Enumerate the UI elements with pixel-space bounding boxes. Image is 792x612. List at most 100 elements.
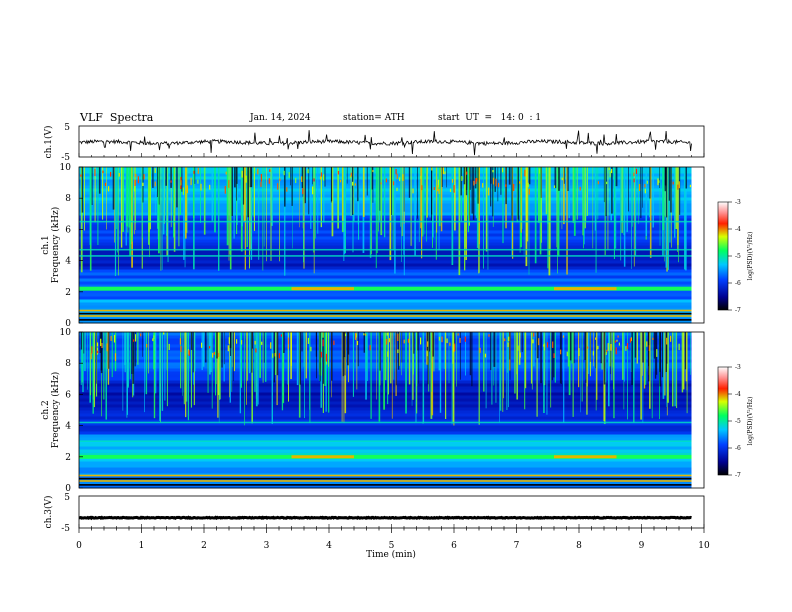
sferic-streak	[117, 167, 119, 253]
sferic-streak	[573, 167, 576, 236]
speckle	[270, 342, 272, 349]
colorbar-tick-label: -7	[735, 307, 741, 314]
sferic-streak	[153, 332, 156, 419]
sferic-streak	[132, 167, 133, 242]
sferic-streak	[667, 332, 669, 403]
highlight-segment	[291, 455, 354, 459]
sferic-streak	[550, 332, 552, 408]
sferic-streak	[124, 332, 126, 365]
speckle	[241, 340, 243, 345]
sferic-streak	[611, 332, 613, 381]
dark-streak	[494, 167, 496, 192]
xtick-label: 8	[576, 541, 582, 551]
speckle	[606, 181, 608, 185]
sferic-streak	[148, 332, 149, 374]
speckle	[274, 353, 276, 357]
sferic-streak	[304, 332, 305, 419]
speckle	[96, 342, 99, 347]
sferic-streak	[632, 167, 633, 227]
sferic-streak	[571, 332, 573, 364]
ytick-label: 8	[65, 359, 71, 369]
speckle	[272, 353, 274, 358]
spectrogram-row	[79, 389, 692, 393]
sferic-streak	[640, 332, 642, 420]
sferic-streak	[438, 167, 441, 227]
speckle	[365, 333, 367, 336]
dark-streak	[521, 332, 523, 353]
sferic-streak	[690, 332, 691, 375]
sferic-streak	[253, 167, 254, 218]
sferic-streak	[236, 167, 238, 225]
dark-streak	[511, 167, 513, 221]
sferic-streak	[106, 167, 107, 230]
dark-streak	[379, 332, 381, 371]
dark-streak	[223, 332, 225, 365]
speckle	[320, 176, 322, 180]
speckle	[227, 345, 229, 352]
speckle	[279, 178, 281, 182]
speckle	[286, 187, 288, 192]
sferic-streak	[315, 167, 316, 239]
dark-streak	[665, 332, 667, 372]
speckle	[595, 337, 597, 340]
lf-stripe	[79, 312, 692, 315]
speckle	[179, 338, 181, 345]
sferic-streak	[180, 332, 182, 389]
dark-streak	[251, 332, 253, 373]
sferic-streak	[432, 167, 434, 238]
sferic-streak	[167, 167, 169, 263]
sferic-streak	[400, 167, 401, 227]
dark-streak	[395, 332, 397, 386]
sferic-streak	[597, 167, 599, 220]
sferic-streak	[331, 167, 334, 237]
dark-streak	[595, 332, 596, 369]
sferic-streak	[303, 167, 304, 263]
speckle	[420, 337, 422, 345]
lf-stripe	[79, 315, 692, 317]
sferic-streak	[263, 167, 265, 247]
dark-streak	[322, 332, 325, 384]
speckle	[502, 167, 504, 173]
sferic-streak	[516, 167, 518, 223]
sferic-streak	[476, 167, 479, 248]
sferic-streak	[207, 332, 209, 393]
speckle	[186, 185, 188, 194]
ch2-spectrogram-yticks: 0 2 4 6 8 10	[60, 328, 83, 494]
sferic-streak	[241, 167, 243, 227]
spectrogram-row	[79, 281, 692, 285]
sferic-streak	[583, 167, 584, 249]
spectrogram-row	[79, 383, 692, 387]
dark-streak	[465, 167, 468, 196]
sferic-streak	[621, 167, 623, 233]
dark-streak	[170, 167, 172, 188]
sferic-streak	[97, 167, 99, 245]
dark-streak	[418, 332, 420, 384]
sferic-streak	[408, 332, 411, 385]
sferic-streak	[478, 332, 480, 425]
dark-streak	[460, 167, 462, 196]
sferic-streak	[116, 167, 118, 230]
speckle	[396, 187, 398, 191]
sferic-streak	[375, 167, 377, 269]
dark-streak	[536, 332, 539, 359]
speckle	[492, 177, 495, 185]
sferic-streak	[254, 332, 256, 392]
speckle	[135, 334, 137, 342]
dark-streak	[685, 167, 687, 189]
sferic-streak	[145, 332, 148, 395]
dark-streak	[469, 167, 471, 222]
speckle	[228, 337, 230, 344]
spectrogram-row	[79, 290, 692, 294]
colorbar-tick-label: -4	[735, 226, 741, 233]
dark-streak	[661, 332, 664, 378]
sferic-streak	[593, 332, 594, 367]
speckle	[441, 336, 443, 343]
ytick-label: 6	[65, 225, 71, 235]
speckle	[245, 175, 247, 183]
speckle	[137, 176, 139, 184]
spectrogram-row	[79, 299, 692, 303]
sferic-streak	[217, 332, 220, 396]
sferic-streak	[686, 332, 688, 391]
ch2-spec-ylabel-channel: ch.2	[41, 400, 51, 419]
speckle	[449, 342, 451, 346]
